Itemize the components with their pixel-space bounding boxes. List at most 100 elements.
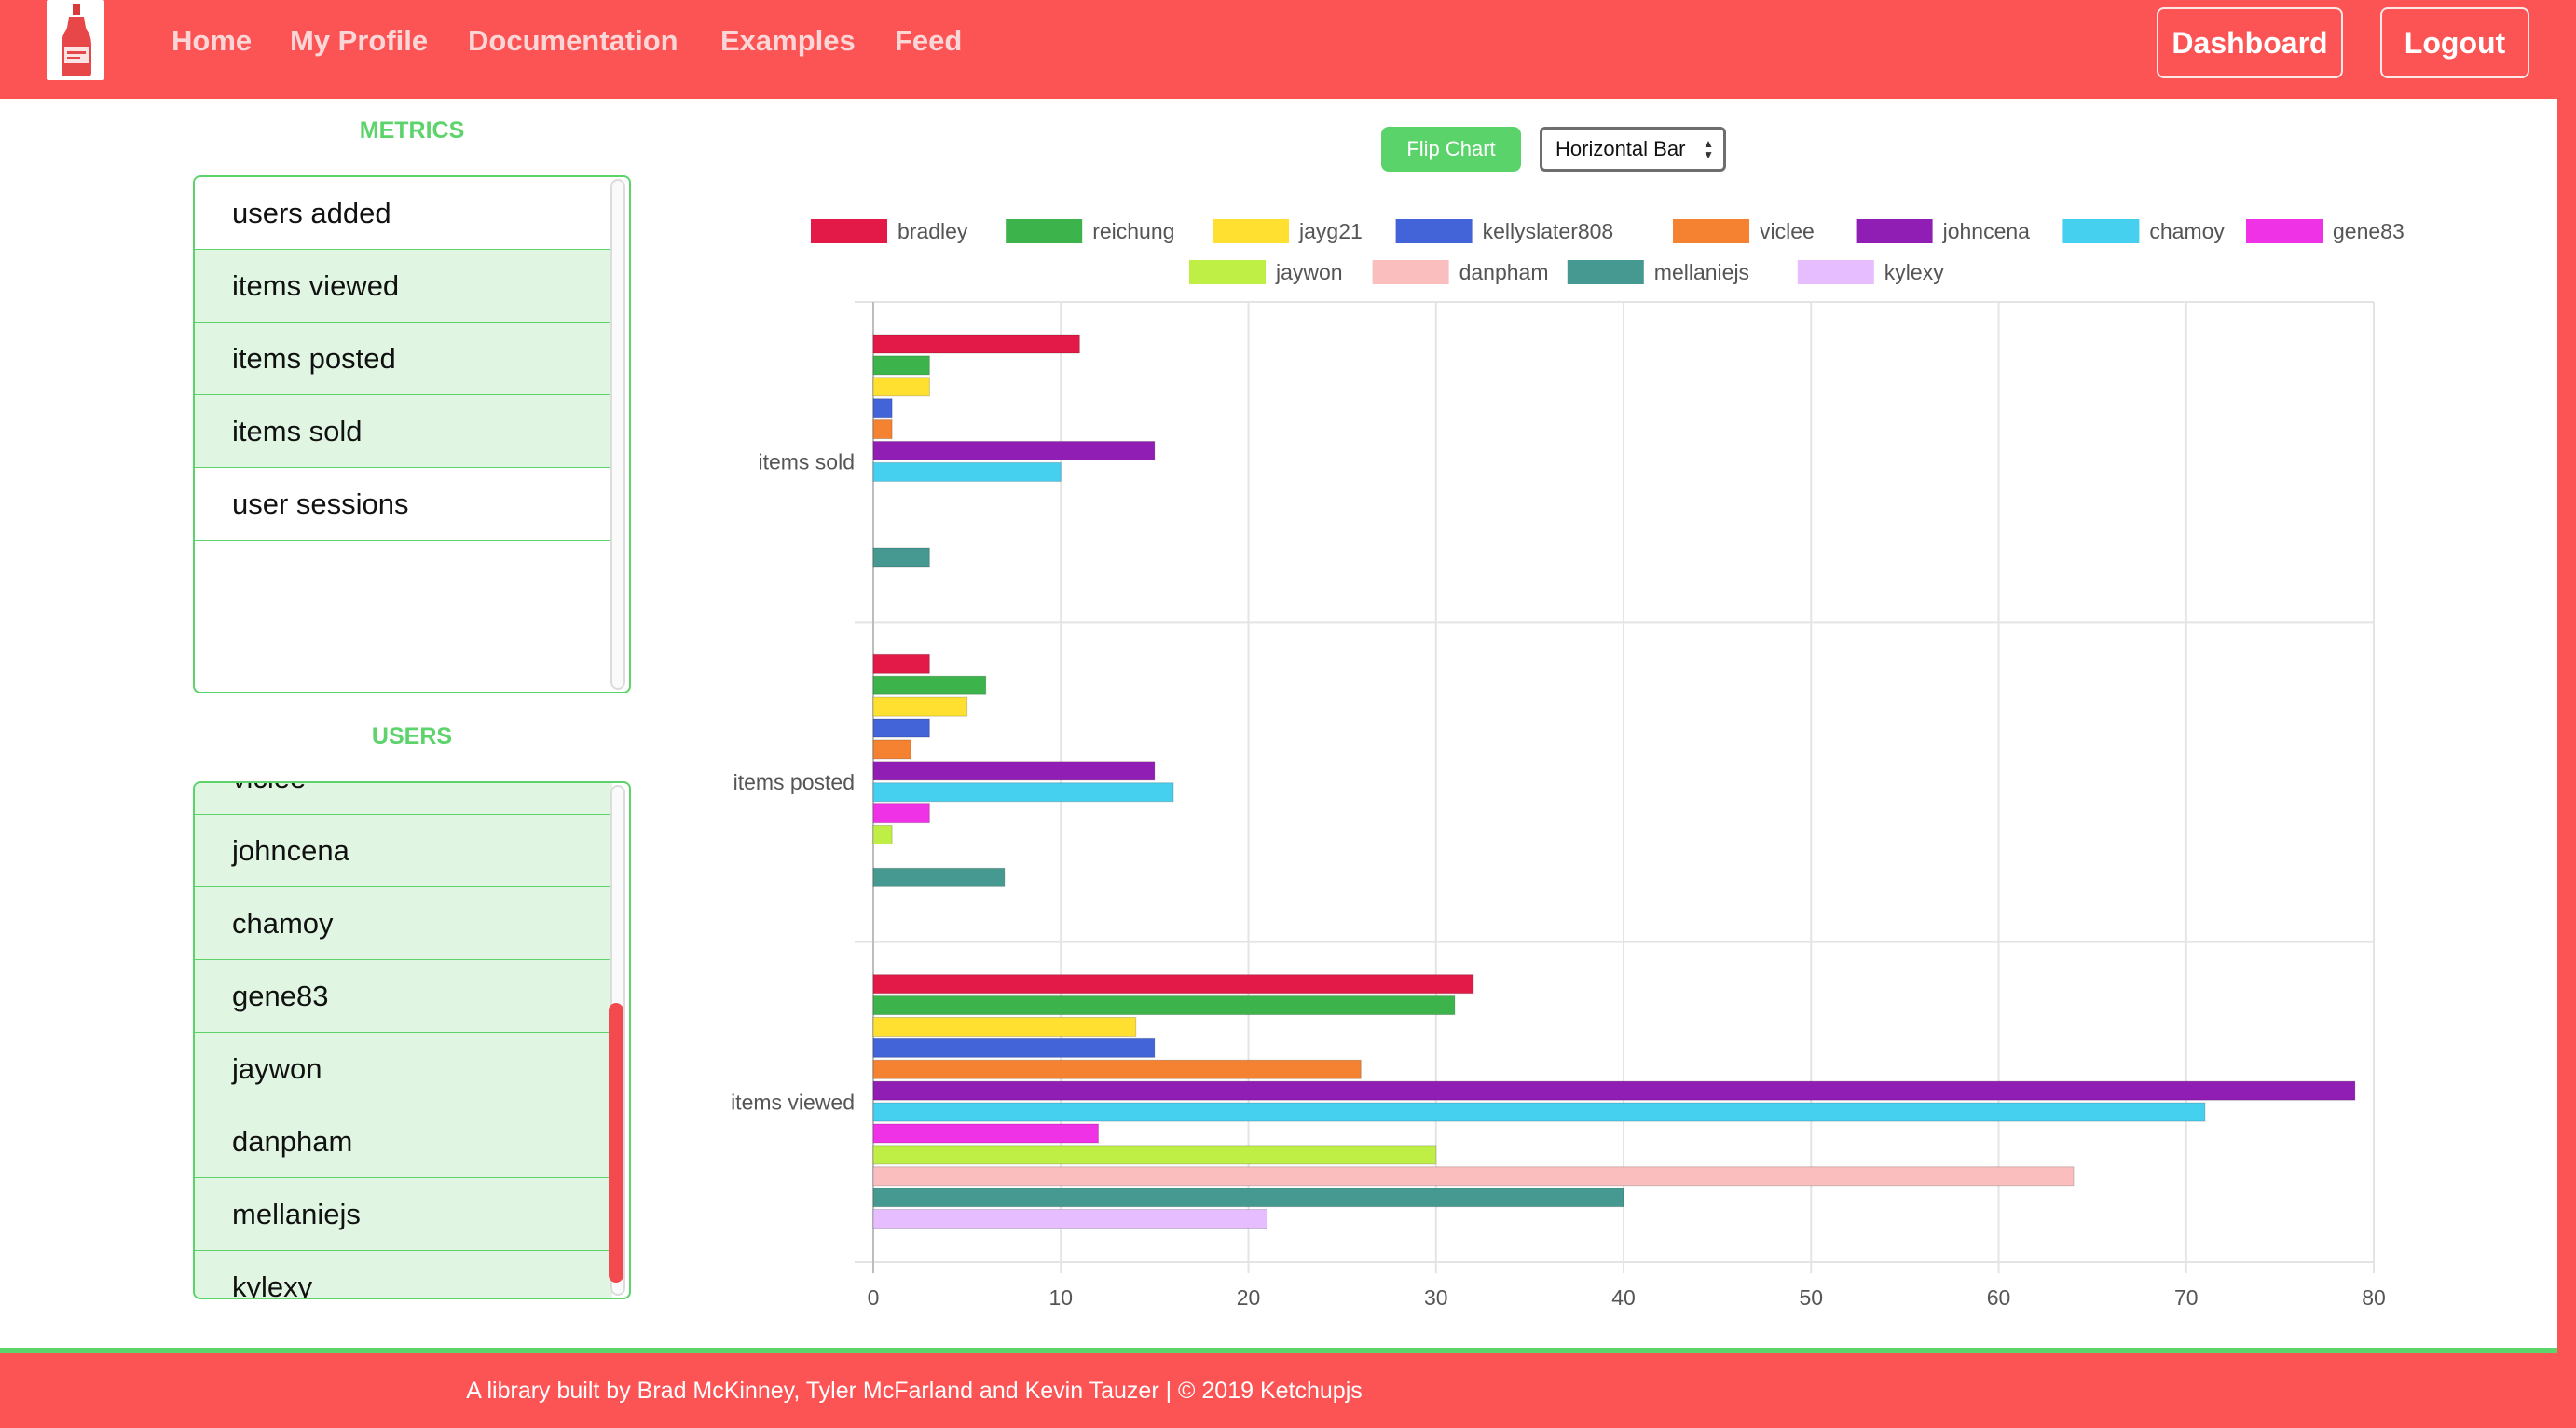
y-tick-label: items viewed	[731, 1090, 855, 1114]
chart-type-select[interactable]: Horizontal Bar ▲ ▼	[1540, 127, 1726, 172]
bar-items-sold-mellaniejs	[872, 547, 930, 568]
y-tick-label: items sold	[758, 450, 855, 474]
bar-items-viewed-reichung	[872, 995, 1456, 1016]
user-item-gene83[interactable]: gene83	[195, 960, 612, 1033]
bar-items-viewed-kellyslater808	[872, 1037, 1156, 1058]
bar-items-posted-mellaniejs	[872, 867, 1006, 887]
x-tick-label: 80	[2362, 1285, 2386, 1310]
bar-items-sold-chamoy	[872, 461, 1062, 482]
user-item-kylexy[interactable]: kylexy	[195, 1251, 612, 1298]
legend-label-viclee: viclee	[1760, 219, 1815, 243]
bar-items-posted-viclee	[872, 739, 911, 760]
user-item-johncena[interactable]: johncena	[195, 815, 612, 887]
legend-swatch	[2062, 219, 2140, 243]
x-tick-label: 50	[1799, 1285, 1823, 1310]
legend-swatch	[1673, 219, 1749, 243]
page-footer: A library built by Brad McKinney, Tyler …	[0, 1348, 2557, 1428]
users-scrollbar-thumb[interactable]	[609, 1003, 623, 1283]
bar-items-posted-gene83	[872, 803, 930, 824]
legend-label-mellaniejs: mellaniejs	[1654, 260, 1749, 284]
legend-label-bradley: bradley	[897, 219, 968, 243]
bar-items-sold-bradley	[872, 334, 1080, 354]
bar-items-posted-reichung	[872, 675, 987, 695]
metric-item-items-viewed[interactable]: items viewed	[195, 250, 612, 323]
footer-credits: A library built by Brad McKinney, Tyler …	[466, 1378, 1363, 1404]
user-item-danpham[interactable]: danpham	[195, 1105, 612, 1178]
metrics-heading: METRICS	[359, 117, 465, 144]
legend-swatch	[2246, 219, 2323, 243]
bar-items-viewed-johncena	[872, 1080, 2356, 1101]
bar-items-sold-kellyslater808	[872, 398, 893, 419]
bar-items-sold-viclee	[872, 419, 893, 440]
ketchup-bottle-icon[interactable]	[47, 0, 104, 80]
legend-label-chamoy: chamoy	[2149, 219, 2225, 243]
x-tick-label: 0	[868, 1285, 880, 1310]
user-item-chamoy[interactable]: chamoy	[195, 887, 612, 960]
legend-label-reichung: reichung	[1092, 219, 1174, 243]
x-tick-label: 40	[1611, 1285, 1636, 1310]
users-list: viclee johncena chamoy gene83 jaywon dan…	[193, 781, 631, 1299]
x-tick-label: 10	[1048, 1285, 1073, 1310]
metrics-list: users added items viewed items posted it…	[193, 175, 631, 693]
nav-home-link[interactable]: Home	[171, 24, 253, 57]
bar-items-viewed-jaywon	[872, 1145, 1437, 1165]
user-item-mellaniejs[interactable]: mellaniejs	[195, 1178, 612, 1251]
legend-label-gene83: gene83	[2333, 219, 2405, 243]
x-tick-label: 70	[2174, 1285, 2199, 1310]
legend-swatch	[811, 219, 887, 243]
nav-my-profile-link[interactable]: My Profile	[290, 24, 429, 57]
metric-item-items-posted[interactable]: items posted	[195, 323, 612, 395]
bar-items-viewed-danpham	[872, 1166, 2075, 1187]
chart-type-selected-value: Horizontal Bar	[1555, 137, 1686, 160]
bar-items-posted-johncena	[872, 761, 1156, 781]
legend-swatch	[1395, 219, 1473, 243]
metrics-scrollbar-track[interactable]	[610, 179, 625, 690]
metric-item-items-sold[interactable]: items sold	[195, 395, 612, 468]
bar-items-viewed-gene83	[872, 1123, 1099, 1144]
users-heading: USERS	[371, 723, 453, 749]
nav-documentation-link[interactable]: Documentation	[468, 24, 678, 57]
bar-items-viewed-viclee	[872, 1059, 1362, 1079]
legend-swatch	[1213, 219, 1289, 243]
page-scrollbar[interactable]	[2557, 0, 2576, 1428]
bar-items-posted-chamoy	[872, 782, 1174, 803]
legend-swatch	[1372, 260, 1449, 284]
y-tick-label: items posted	[733, 770, 855, 794]
nav-feed-link[interactable]: Feed	[895, 24, 963, 57]
updown-arrows-icon: ▲ ▼	[1703, 137, 1714, 161]
user-item-viclee[interactable]: viclee	[195, 783, 612, 815]
x-tick-label: 60	[1987, 1285, 2011, 1310]
bar-items-sold-reichung	[872, 355, 930, 376]
horizontal-bar-chart: bradley reichung jayg21 kellyslater808 vicle…	[731, 219, 2405, 1310]
legend-swatch	[1567, 260, 1644, 284]
dashboard-button[interactable]: Dashboard	[2157, 7, 2343, 78]
legend-label-jaywon: jaywon	[1275, 260, 1343, 284]
legend-swatch	[1189, 260, 1266, 284]
bar-items-posted-bradley	[872, 653, 930, 674]
x-tick-label: 20	[1237, 1285, 1261, 1310]
metric-item-user-sessions[interactable]: user sessions	[195, 468, 612, 541]
user-item-jaywon[interactable]: jaywon	[195, 1033, 612, 1105]
metric-item-users-added[interactable]: users added	[195, 177, 612, 250]
bar-items-viewed-jayg21	[872, 1016, 1137, 1037]
flip-chart-button[interactable]: Flip Chart	[1381, 127, 1521, 172]
top-navbar: Home My Profile Documentation Examples F…	[0, 0, 2557, 99]
logout-button[interactable]: Logout	[2380, 7, 2529, 78]
bar-items-sold-jayg21	[872, 377, 930, 397]
legend-label-johncena: johncena	[1942, 219, 2031, 243]
bar-items-posted-kellyslater808	[872, 718, 930, 738]
legend-swatch	[1856, 219, 1933, 243]
bar-items-posted-jaywon	[872, 825, 893, 845]
legend-label-kylexy: kylexy	[1884, 260, 1944, 284]
bar-items-viewed-chamoy	[872, 1102, 2206, 1122]
nav-examples-link[interactable]: Examples	[720, 24, 856, 57]
legend-swatch	[1006, 219, 1083, 243]
legend-label-kellyslater808: kellyslater808	[1483, 219, 1614, 243]
bar-items-viewed-kylexy	[872, 1209, 1268, 1229]
legend-label-jayg21: jayg21	[1298, 219, 1363, 243]
legend-swatch	[1797, 260, 1874, 284]
x-tick-label: 30	[1424, 1285, 1448, 1310]
bar-items-viewed-mellaniejs	[872, 1188, 1624, 1208]
legend-label-danpham: danpham	[1459, 260, 1549, 284]
bar-items-posted-jayg21	[872, 696, 968, 717]
